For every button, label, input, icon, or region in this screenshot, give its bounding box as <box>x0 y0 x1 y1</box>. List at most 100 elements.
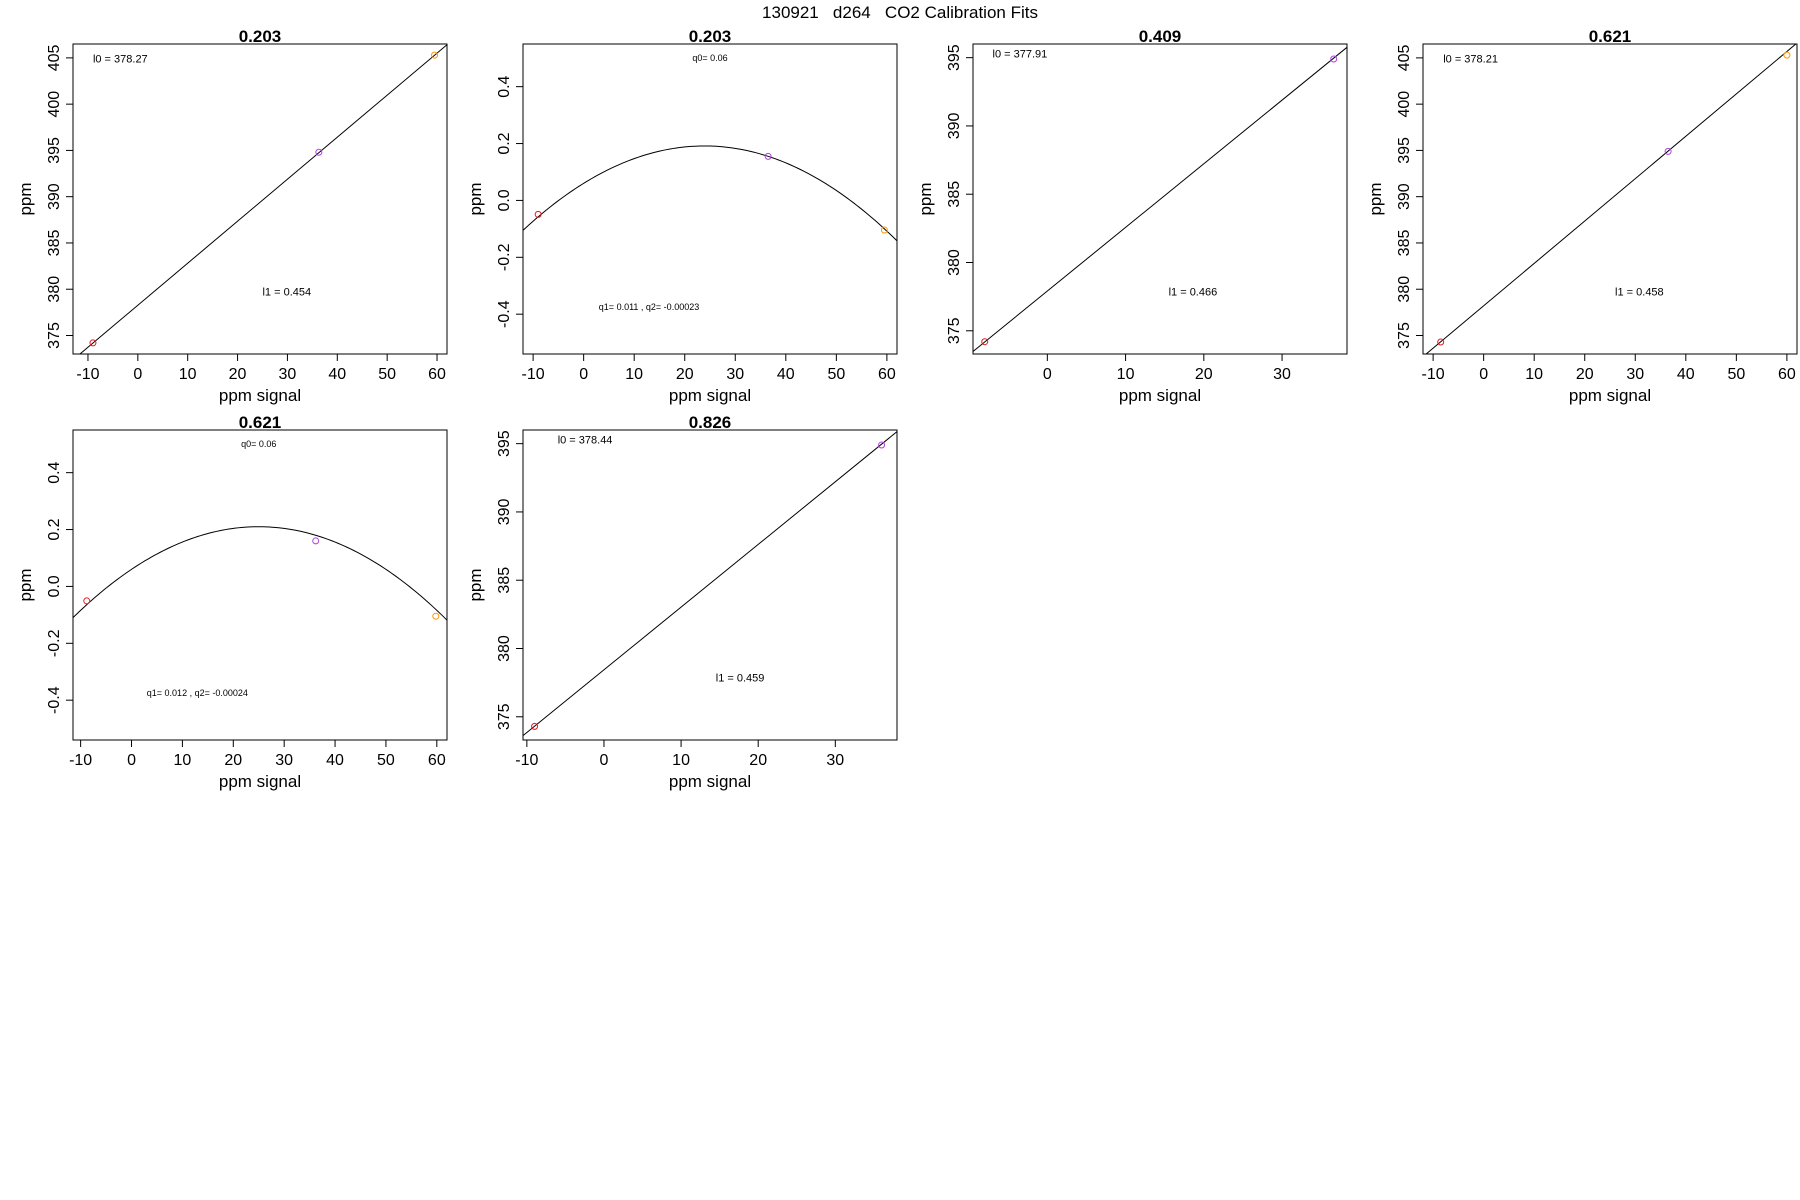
y-tick-label: 395 <box>46 137 63 164</box>
plot-frame <box>72 43 448 355</box>
panel-title: 0.826 <box>689 413 732 432</box>
data-point <box>83 597 91 605</box>
data-point <box>534 210 542 218</box>
fit-annotation-slope: l1 = 0.454 <box>262 287 311 299</box>
fit-annotation-q1q2: q1= 0.012 , q2= -0.00024 <box>147 688 248 698</box>
chart-svg: 0.826 -10 0 10 20 30 ppm signal 375 380 385 390 395… <box>466 413 898 791</box>
y-axis-label: ppm <box>466 182 485 215</box>
y-tick-label: 0.2 <box>496 132 513 154</box>
x-tick-label: 30 <box>1273 366 1291 383</box>
x-tick-label: 0 <box>127 752 136 769</box>
fit-line <box>79 44 447 354</box>
y-tick-label: 395 <box>1396 137 1413 164</box>
x-tick-label: 0 <box>600 752 609 769</box>
fit-annotation-intercept: l0 = 378.21 <box>1443 54 1498 66</box>
x-tick-label: 20 <box>1195 366 1213 383</box>
panel-title: 0.621 <box>239 413 282 432</box>
fit-annotation-intercept: l0 = 377.91 <box>993 49 1048 61</box>
y-tick-label: 385 <box>46 230 63 257</box>
y-tick-label: -0.2 <box>496 243 513 271</box>
data-point <box>764 152 772 160</box>
fit-annotation-q0: q0= 0.06 <box>241 439 276 449</box>
fit-annotation-slope: l1 = 0.459 <box>716 672 765 684</box>
x-tick-label: 50 <box>378 366 396 383</box>
x-tick-label: 0 <box>133 366 142 383</box>
x-tick-label: 20 <box>229 366 247 383</box>
fit-curve <box>73 526 447 621</box>
x-tick-label: 40 <box>326 752 344 769</box>
data-point <box>312 537 320 545</box>
x-axis-label: ppm signal <box>669 772 751 791</box>
fit-curve <box>523 145 897 242</box>
x-tick-label: 40 <box>328 366 346 383</box>
y-tick-label: -0.4 <box>46 686 63 714</box>
x-tick-label: -10 <box>515 752 538 769</box>
y-tick-label: 0.0 <box>496 189 513 211</box>
fit-annotation-intercept: l0 = 378.44 <box>558 435 613 447</box>
x-tick-label: 30 <box>275 752 293 769</box>
x-tick-label: 30 <box>279 366 297 383</box>
x-tick-label: 10 <box>672 752 690 769</box>
data-point <box>531 722 539 730</box>
y-axis-label: ppm <box>1366 182 1385 215</box>
data-point <box>1664 147 1672 155</box>
chart-svg: 0.203 -10 0 10 20 30 40 50 60 ppm signal -0.4 -0.2 0… <box>466 27 898 405</box>
x-axis-label: ppm signal <box>1119 386 1201 405</box>
x-tick-label: 50 <box>377 752 395 769</box>
y-tick-label: 390 <box>946 112 963 139</box>
x-tick-label: 10 <box>174 752 192 769</box>
y-tick-label: 380 <box>46 276 63 303</box>
fit-annotation-q0: q0= 0.06 <box>692 53 727 63</box>
plot-frame <box>522 43 898 355</box>
x-tick-label: -10 <box>76 366 99 383</box>
y-axis: 375 380 385 390 395 400 405 <box>46 44 74 349</box>
x-axis: -10 0 10 20 30 40 50 60 <box>69 739 446 769</box>
data-point <box>431 51 439 59</box>
panel-title: 0.203 <box>239 27 282 46</box>
data-point <box>89 339 97 347</box>
x-tick-label: 40 <box>1677 366 1695 383</box>
fit-annotation-q1q2: q1= 0.011 , q2= -0.00023 <box>599 302 699 312</box>
x-axis-label: ppm signal <box>669 386 751 405</box>
y-tick-label: 385 <box>496 567 513 594</box>
x-axis: -10 0 10 20 30 40 50 60 <box>1422 353 1796 383</box>
y-axis-label: ppm <box>466 568 485 601</box>
y-tick-label: 385 <box>1396 230 1413 257</box>
y-tick-label: 390 <box>46 183 63 210</box>
y-tick-label: 0.4 <box>496 75 513 97</box>
chart-panel-3: 0.409 0 10 20 30 ppm signal 375 380 385 390 395 ppm… <box>900 22 1350 422</box>
x-tick-label: 10 <box>625 366 643 383</box>
panel-title: 0.621 <box>1589 27 1632 46</box>
data-point <box>432 612 440 620</box>
plot-frame <box>522 429 898 741</box>
x-axis-label: ppm signal <box>1569 386 1651 405</box>
chart-svg: 0.621 -10 0 10 20 30 40 50 60 ppm signal -0.4 -0.2 0… <box>16 413 448 791</box>
data-point <box>1330 55 1338 63</box>
y-tick-label: 380 <box>946 249 963 276</box>
x-tick-label: 40 <box>777 366 795 383</box>
y-axis-label: ppm <box>16 568 35 601</box>
x-tick-label: 50 <box>1727 366 1745 383</box>
y-tick-label: 375 <box>1396 322 1413 349</box>
y-axis: 375 380 385 390 395 <box>496 430 524 730</box>
y-tick-label: 405 <box>46 44 63 71</box>
y-axis: -0.4 -0.2 0.0 0.2 0.4 <box>46 461 74 714</box>
fit-line <box>973 46 1347 352</box>
fit-annotation-slope: l1 = 0.458 <box>1615 287 1664 299</box>
y-tick-label: 380 <box>1396 276 1413 303</box>
x-tick-label: 20 <box>749 752 767 769</box>
y-tick-label: 375 <box>946 317 963 344</box>
data-point <box>878 441 886 449</box>
x-tick-label: 30 <box>1626 366 1644 383</box>
fit-line <box>1425 44 1797 354</box>
y-tick-label: -0.4 <box>496 300 513 328</box>
panel-title: 0.203 <box>689 27 732 46</box>
data-point <box>1437 338 1445 346</box>
x-tick-label: 0 <box>579 366 588 383</box>
panel-title: 0.409 <box>1139 27 1182 46</box>
x-tick-label: 60 <box>1778 366 1796 383</box>
x-tick-label: -10 <box>1422 366 1445 383</box>
x-tick-label: 20 <box>224 752 242 769</box>
fit-annotation-slope: l1 = 0.466 <box>1169 286 1218 298</box>
y-tick-label: 375 <box>496 703 513 730</box>
